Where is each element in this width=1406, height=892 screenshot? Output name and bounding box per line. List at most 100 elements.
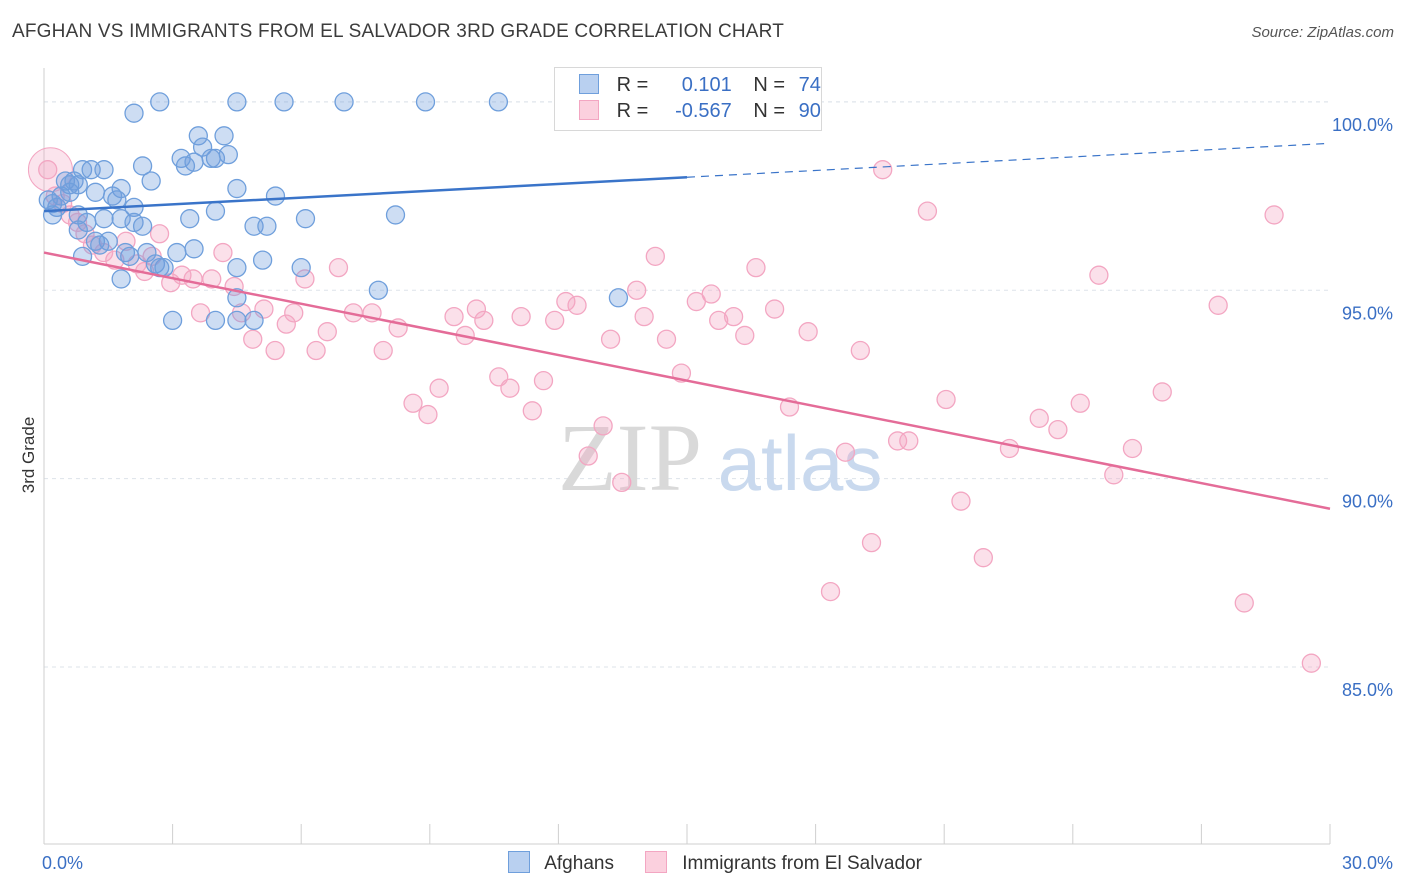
- legend-row-afghans: R = 0.101 N = 74: [579, 74, 821, 100]
- y-tick-label: 85.0%: [1342, 680, 1393, 700]
- afghan-point: [132, 156, 153, 176]
- afghan-point: [60, 182, 80, 202]
- salvador-point: [1234, 593, 1254, 613]
- afghan-point: [415, 92, 436, 112]
- salvador-point: [820, 581, 841, 602]
- afghan-point: [295, 209, 316, 229]
- afghan-point: [291, 258, 311, 278]
- afghan-point: [162, 310, 183, 331]
- legend-row-salvador: R = -0.567 N = 90: [579, 100, 821, 126]
- afghan-point: [257, 216, 277, 236]
- tick-labels: 85.0% 90.0% 95.0% 100.0% 0.0% 30.0%: [42, 115, 1393, 873]
- salvador-point: [444, 306, 464, 327]
- salvador-point: [887, 431, 908, 451]
- salvador-point: [735, 325, 755, 346]
- salvador-point: [723, 306, 744, 327]
- afghan-point: [252, 250, 273, 270]
- y-axis-label: 3rd Grade: [19, 417, 38, 494]
- salvador-point: [835, 442, 856, 462]
- afghan-point: [184, 239, 204, 259]
- salvador-point: [1264, 205, 1284, 225]
- salvador-point: [709, 310, 729, 331]
- afghan-point: [141, 171, 161, 191]
- salvador-legend-swatch: [645, 851, 667, 873]
- salvador-point: [567, 295, 587, 315]
- afghan-point: [188, 126, 208, 146]
- salvador-point: [306, 340, 326, 361]
- salvador-point: [500, 378, 520, 398]
- afghans-legend-swatch: [508, 851, 530, 873]
- salvador-trend-line: [43, 251, 1331, 510]
- salvador-point: [701, 284, 721, 304]
- salvador-point: [284, 303, 304, 323]
- legend-r-value: 0.101: [681, 74, 732, 96]
- series-afghans: [38, 92, 629, 331]
- afghan-point: [90, 235, 110, 255]
- salvador-point: [1301, 653, 1322, 673]
- salvador-point: [999, 438, 1020, 459]
- legend-n-value: 90: [798, 100, 821, 122]
- salvador-point: [466, 299, 487, 319]
- afghan-point: [488, 92, 509, 112]
- trend-lines: [43, 142, 1331, 510]
- salvador-point: [429, 378, 449, 398]
- salvador-point: [917, 201, 938, 221]
- salvador-point: [850, 340, 870, 361]
- afghan-point: [608, 288, 629, 308]
- salvador-point: [600, 329, 621, 349]
- afghan-point: [205, 201, 226, 221]
- bottom-legend-afghans: Afghans: [508, 851, 614, 875]
- afghan-point: [227, 310, 247, 331]
- salvador-point: [798, 322, 818, 342]
- stats-legend: R = 0.101 N = 74 R = -0.567 N = 90: [554, 67, 822, 131]
- salvador-point: [593, 416, 613, 436]
- legend-r-label: R =: [616, 100, 649, 122]
- x-tick-label: 0.0%: [42, 853, 83, 873]
- salvador-point: [533, 371, 554, 391]
- legend-n-label: N =: [753, 100, 786, 122]
- legend-r-label: R =: [616, 74, 649, 96]
- salvador-point: [373, 340, 393, 361]
- salvador-point: [522, 401, 542, 421]
- salvador-swatch: [579, 100, 599, 120]
- salvador-point: [295, 269, 315, 289]
- afghan-point: [227, 258, 247, 278]
- legend-n-value: 74: [798, 74, 821, 96]
- legend-n-label: N =: [753, 74, 786, 96]
- salvador-point: [213, 242, 233, 263]
- salvador-point: [1048, 419, 1068, 440]
- afghan-point: [68, 220, 88, 240]
- watermark-zip: ZIP: [558, 404, 702, 511]
- afghan-point: [94, 160, 114, 180]
- afghans-trend-extension: [686, 142, 1331, 178]
- watermark-atlas: atlas: [718, 419, 883, 507]
- afghan-point: [368, 280, 389, 300]
- afghan-point: [218, 144, 238, 165]
- salvador-point: [276, 314, 296, 334]
- salvador-point: [265, 340, 285, 361]
- afghan-point: [334, 92, 354, 112]
- afghan-point: [94, 209, 114, 229]
- afghan-point: [205, 310, 226, 331]
- y-tick-label: 95.0%: [1342, 303, 1393, 323]
- salvador-point: [936, 389, 956, 410]
- salvador-point: [1089, 265, 1109, 285]
- salvador-point: [403, 393, 423, 413]
- salvador-point: [951, 491, 971, 511]
- afghan-point: [150, 92, 170, 112]
- watermark: ZIP atlas: [558, 404, 882, 511]
- salvador-point: [202, 269, 222, 289]
- y-tick-label: 90.0%: [1342, 492, 1393, 512]
- afghans-trend-line: [43, 175, 688, 213]
- afghan-point: [244, 310, 264, 331]
- salvador-point: [634, 306, 654, 327]
- salvador-point: [183, 269, 203, 289]
- salvador-point: [243, 329, 263, 349]
- afghan-point: [111, 269, 131, 289]
- afghan-point: [167, 242, 187, 263]
- afghan-point: [132, 216, 153, 236]
- salvador-point: [746, 258, 766, 278]
- salvador-legend-label: Immigrants from El Salvador: [682, 853, 922, 874]
- afghan-point: [227, 178, 247, 199]
